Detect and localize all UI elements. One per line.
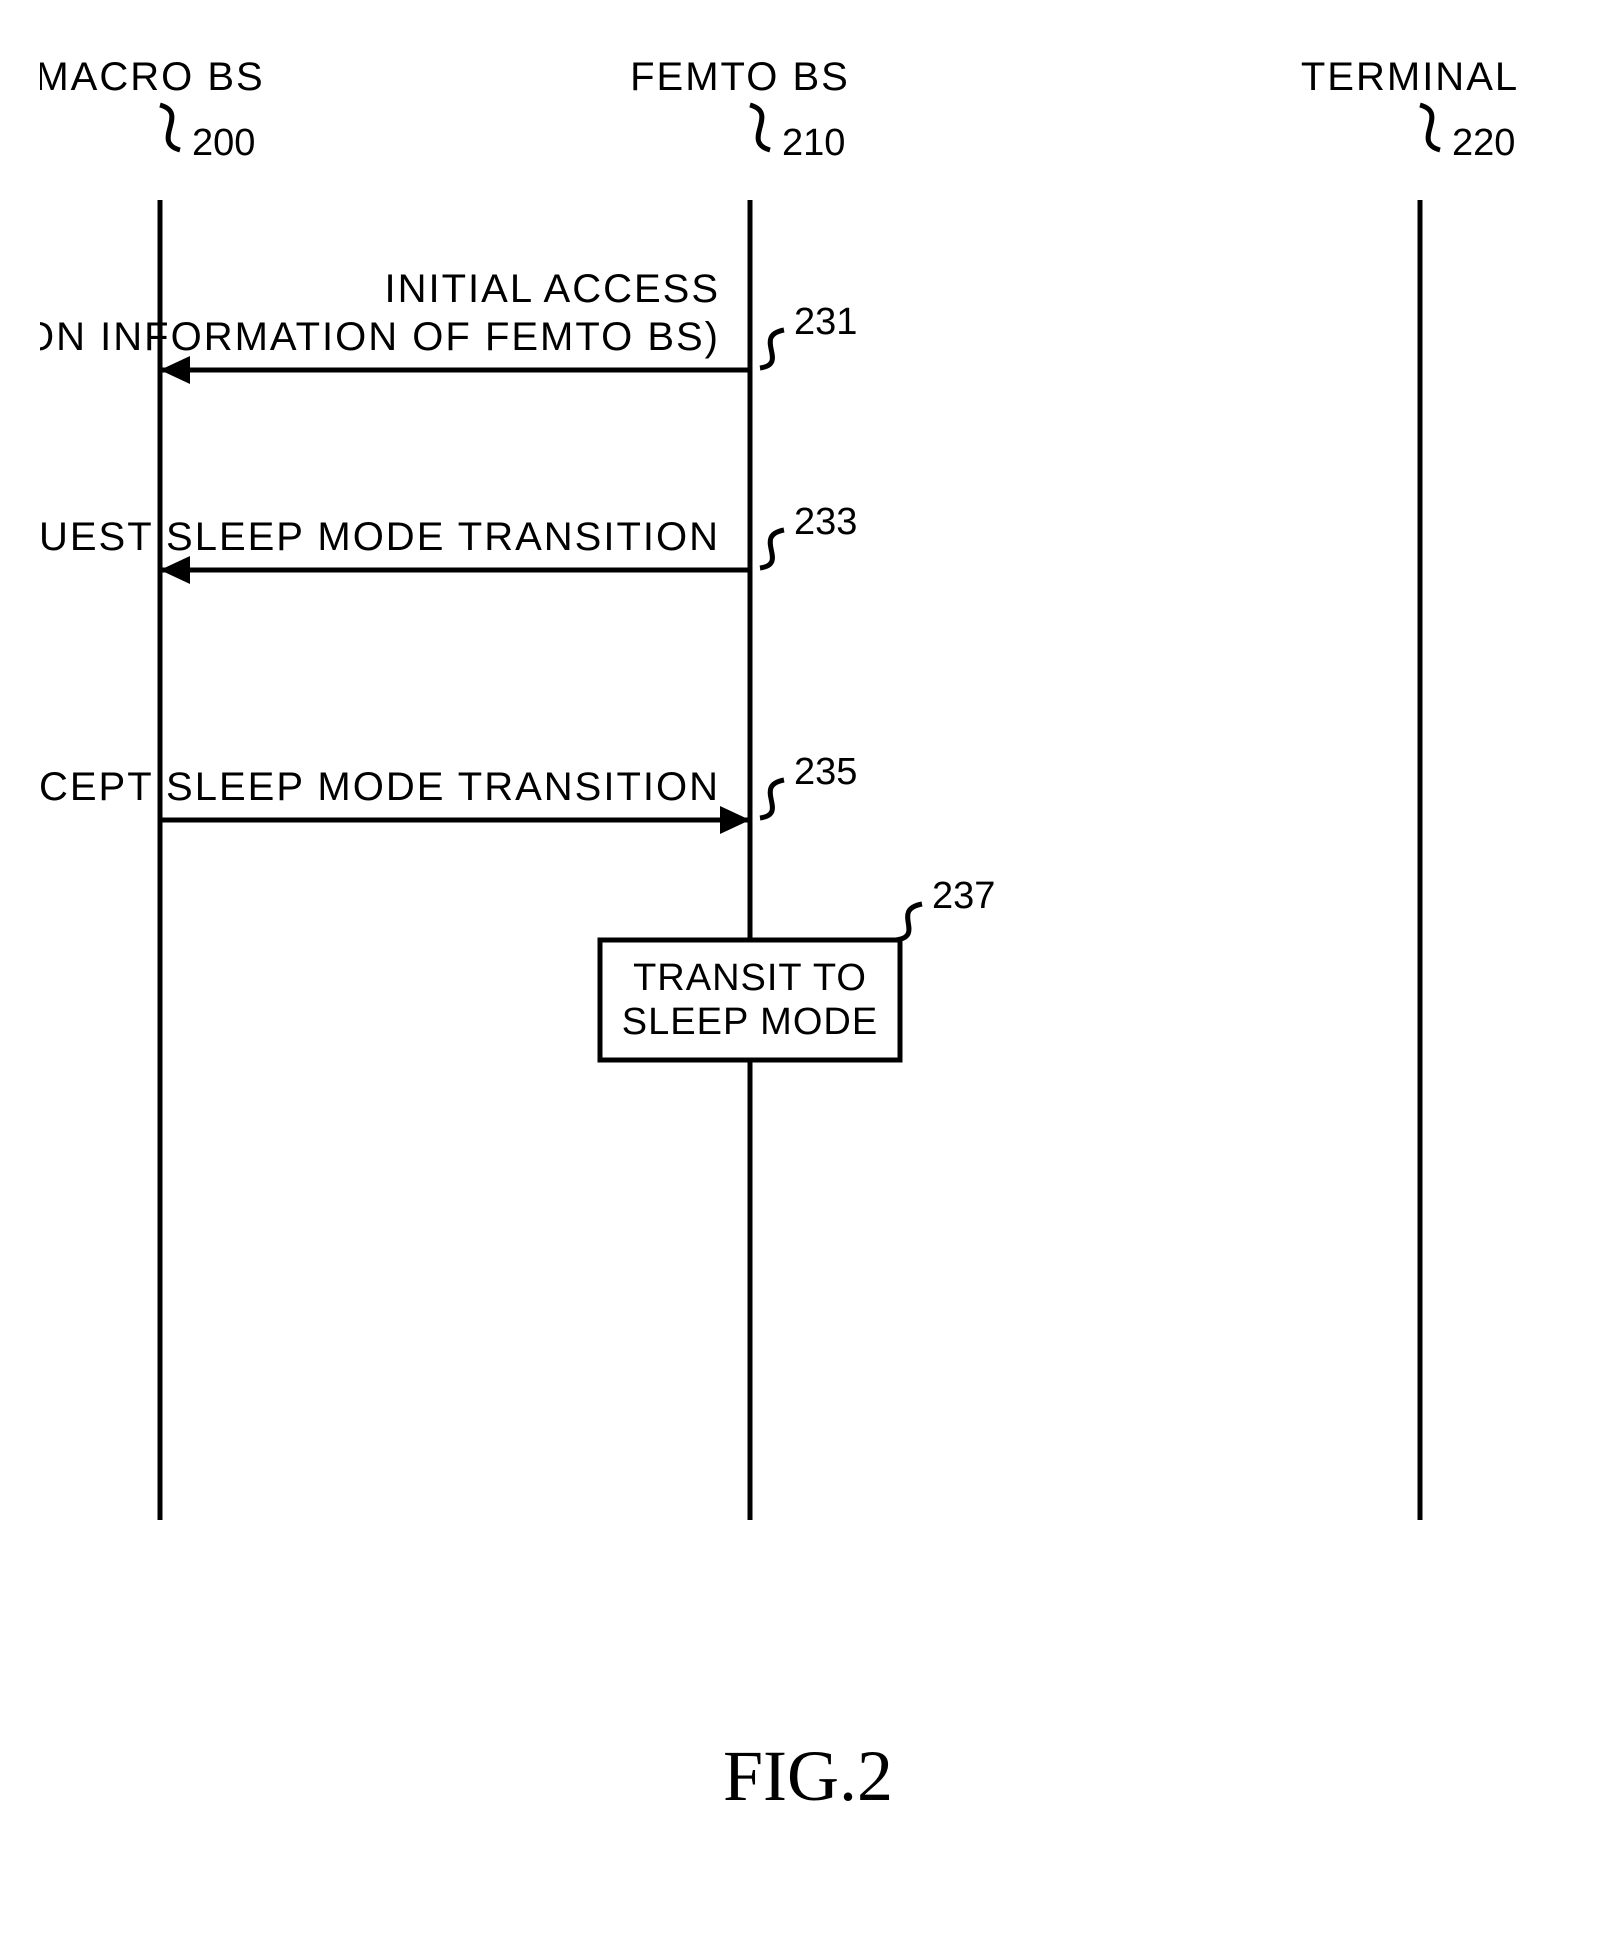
lifeline-label-macro: MACRO BS	[40, 55, 265, 99]
lifeline-label-femto: FEMTO BS	[630, 55, 850, 99]
state-box-label-transit-sleep-1: SLEEP MODE	[622, 1001, 878, 1043]
ref-label-initial-access: 231	[794, 301, 857, 343]
ref-label-terminal: 220	[1452, 122, 1515, 164]
ref-tick-femto	[750, 105, 770, 150]
ref-label-request-sleep: 233	[794, 501, 857, 543]
sequence-diagram: MACRO BS 200 FEMTO BS 210 TERMINAL 220 INITIAL…	[40, 40, 1576, 1912]
message-label-request-sleep-0: REQUEST SLEEP MODE TRANSITION	[40, 515, 720, 559]
ref-label-macro: 200	[192, 122, 255, 164]
ref-tick-transit-sleep	[896, 904, 922, 940]
ref-tick-terminal	[1420, 105, 1440, 150]
ref-label-femto: 210	[782, 122, 845, 164]
ref-label-accept-sleep: 235	[794, 751, 857, 793]
figure-caption: FIG.2	[723, 1736, 893, 1816]
ref-tick-request-sleep	[760, 530, 784, 568]
message-label-initial-access-1: (LOCATION INFORMATION OF FEMTO BS)	[40, 315, 720, 359]
ref-tick-initial-access	[760, 330, 784, 368]
state-box-label-transit-sleep-0: TRANSIT TO	[633, 957, 867, 999]
message-label-initial-access-0: INITIAL ACCESS	[385, 267, 721, 311]
arrowhead	[160, 356, 190, 384]
arrowhead	[720, 806, 750, 834]
message-label-accept-sleep-0: ACCEPT SLEEP MODE TRANSITION	[40, 765, 720, 809]
arrowhead	[160, 556, 190, 584]
ref-tick-accept-sleep	[760, 780, 784, 818]
ref-tick-macro	[160, 105, 180, 150]
lifeline-label-terminal: TERMINAL	[1301, 55, 1519, 99]
ref-label-transit-sleep: 237	[932, 875, 995, 917]
